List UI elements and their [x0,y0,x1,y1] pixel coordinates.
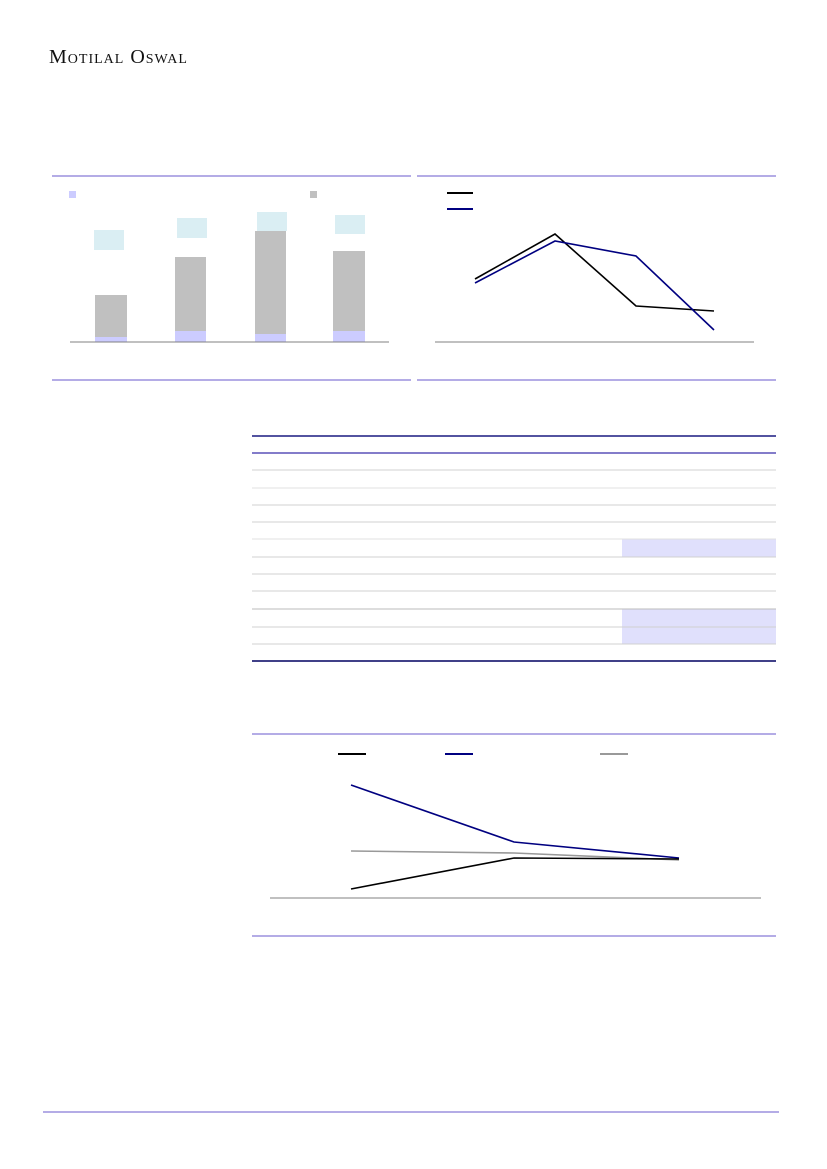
motilal-oswal-logo: Motilal Oswal [49,46,188,68]
bar-lavender [333,331,365,342]
bar-lavender [255,334,286,342]
bar-gray [95,295,127,337]
bar-group-3 [255,212,287,342]
data-table [252,435,776,662]
bar-lavender [95,337,127,342]
bar-group-1 [94,230,127,342]
bar-group-4 [333,215,365,342]
bottom-series-black [350,857,680,890]
bar-label-box [335,215,365,234]
highlight-cell [622,539,776,557]
right-series-black [474,233,715,312]
left-legend-swatch-lavender [69,191,76,198]
right-series-navy [474,240,715,331]
bar-gray [175,257,206,331]
bar-group-2 [175,218,207,342]
bar-label-box [257,212,287,231]
bottom-series-navy [350,784,680,859]
left-legend-swatch-gray [310,191,317,198]
bottom-series-gray [350,850,680,861]
bar-label-box [94,230,124,250]
bar-label-box [177,218,207,238]
bar-gray [333,251,365,331]
bar-gray [255,231,286,334]
bar-lavender [175,331,206,342]
